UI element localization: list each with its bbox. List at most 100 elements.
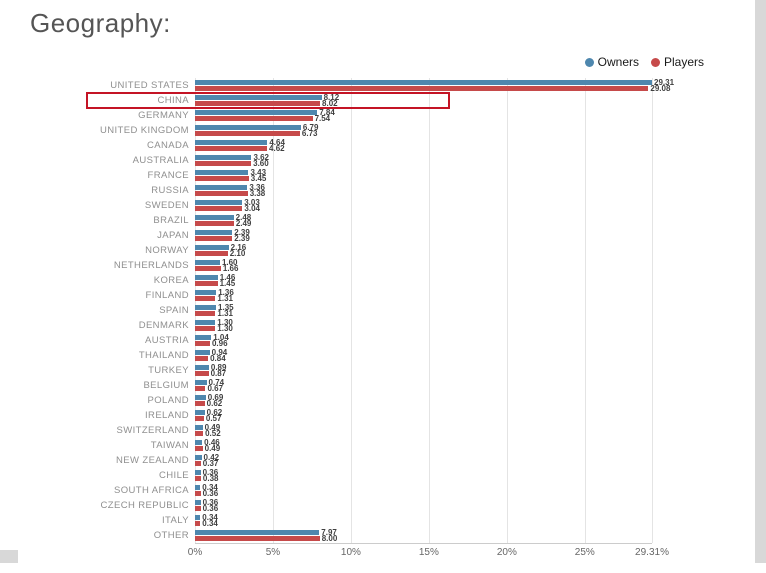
bar-area: 0.62 0.57 [195,408,652,423]
players-value-label: 7.54 [314,114,331,123]
owners-bar-line: 1.60 [195,259,652,267]
owners-bar [195,380,207,385]
players-bar [195,446,203,451]
category-label: AUSTRIA [145,335,189,346]
players-value-label: 0.36 [202,489,219,498]
owners-value-label: 3.03 [244,198,260,207]
category-label: KOREA [153,275,189,286]
owners-bar [195,515,201,520]
players-bar [195,236,233,241]
players-bar [195,296,216,301]
players-bar-line: 1.66 [195,265,652,273]
players-value-label: 0.38 [202,474,219,483]
owners-bar [195,350,210,355]
chart-row: CZECH REPUBLIC 0.36 0.36 [30,498,652,513]
players-value-label: 1.31 [217,309,233,318]
owners-bar-line: 0.69 [195,393,652,402]
category-label: NORWAY [145,245,189,256]
owners-bar [195,305,217,310]
category-label: SWITZERLAND [116,425,189,436]
players-value-label: 1.45 [219,279,236,288]
owners-bar [195,470,201,475]
chart-row: ITALY 0.34 0.34 [30,513,652,528]
owners-bar [195,215,234,220]
bar-area: 1.36 1.31 [195,288,652,303]
gridline [195,78,196,543]
players-bar [195,326,216,331]
owners-bar [195,230,233,235]
players-value-label: 1.30 [217,324,233,333]
owners-value-label: 0.62 [206,408,223,417]
bar-area: 0.49 0.52 [195,423,652,438]
x-tick-label: 10% [340,547,361,558]
chart-row: GERMANY 7.84 7.54 [30,108,652,123]
owners-bar [195,530,320,535]
bar-area: 1.60 1.66 [195,258,652,273]
players-value-label: 0.37 [202,459,219,468]
category-label: AUSTRALIA [132,155,189,166]
players-bar-line: 0.36 [195,505,652,513]
chart-row: SOUTH AFRICA 0.34 0.36 [30,483,652,498]
owners-bar [195,500,201,505]
category-label: POLAND [147,395,189,406]
players-bar-line: 0.52 [195,430,652,438]
players-value-label: 0.62 [206,399,223,408]
players-bar [195,386,206,391]
owners-bar-line: 0.34 [195,484,652,492]
owners-bar [195,200,243,205]
category-label: JAPAN [157,230,189,241]
owners-value-label: 0.36 [202,498,219,507]
players-value-label: 3.04 [244,204,260,213]
bar-area: 7.84 7.54 [195,108,652,123]
owners-bar [195,140,268,145]
owners-value-label: 0.69 [207,393,224,402]
owners-bar [195,245,229,250]
players-bar-line: 3.04 [195,204,652,213]
gridline [652,78,653,543]
owners-value-label: 1.04 [213,333,229,342]
chart-row: THAILAND 0.94 0.84 [30,348,652,363]
players-value-label: 8.00 [321,534,338,543]
chart-row: UNITED STATES 29.31 29.08 [30,78,674,93]
players-value-label: 0.84 [210,354,226,363]
chart-row: RUSSIA 3.36 3.38 [30,183,652,198]
owners-value-label: 2.48 [235,213,252,222]
chart-row: AUSTRIA 1.04 0.96 [30,333,652,348]
bar-area: 1.46 1.45 [195,273,652,288]
owners-value-label: 7.97 [321,528,337,537]
chart-row: BRAZIL 2.48 2.49 [30,213,652,228]
chart-row: UNITED KINGDOM 6.79 6.73 [30,123,652,138]
players-bar [195,311,216,316]
category-label: UNITED KINGDOM [100,125,189,136]
players-legend-dot-icon [650,57,660,67]
gridline [272,78,274,543]
chart-row: CHINA 8.12 8.02 [30,93,652,108]
owners-bar-line: 2.39 [195,229,652,237]
bar-area: 0.69 0.62 [195,393,652,408]
category-label: CHILE [159,470,189,481]
owners-bar-line: 3.62 [195,154,652,162]
owners-bar-line: 0.46 [195,439,652,447]
owners-value-label: 4.64 [269,138,285,147]
category-label: ITALY [162,515,189,526]
players-legend-label: Players [663,55,704,69]
players-bar [195,521,201,526]
owners-bar-line: 29.31 [195,79,674,87]
players-value-label: 3.60 [253,159,269,168]
players-bar-line: 0.87 [195,370,652,378]
owners-bar-line: 0.94 [195,349,652,357]
players-bar [195,221,234,226]
players-bar-line: 0.49 [195,445,652,453]
page-edge-bottom-left [0,550,18,563]
bar-area: 0.46 0.49 [195,438,652,453]
gridline [350,78,352,543]
players-bar [195,116,313,121]
players-bar-line: 2.10 [195,250,652,258]
players-bar [195,536,320,541]
chart-row: FINLAND 1.36 1.31 [30,288,652,303]
players-bar-line: 2.39 [195,235,652,243]
owners-value-label: 0.89 [210,363,227,372]
owners-value-label: 1.36 [218,288,234,297]
owners-bar [195,155,252,160]
owners-bar-line: 0.34 [195,514,652,522]
